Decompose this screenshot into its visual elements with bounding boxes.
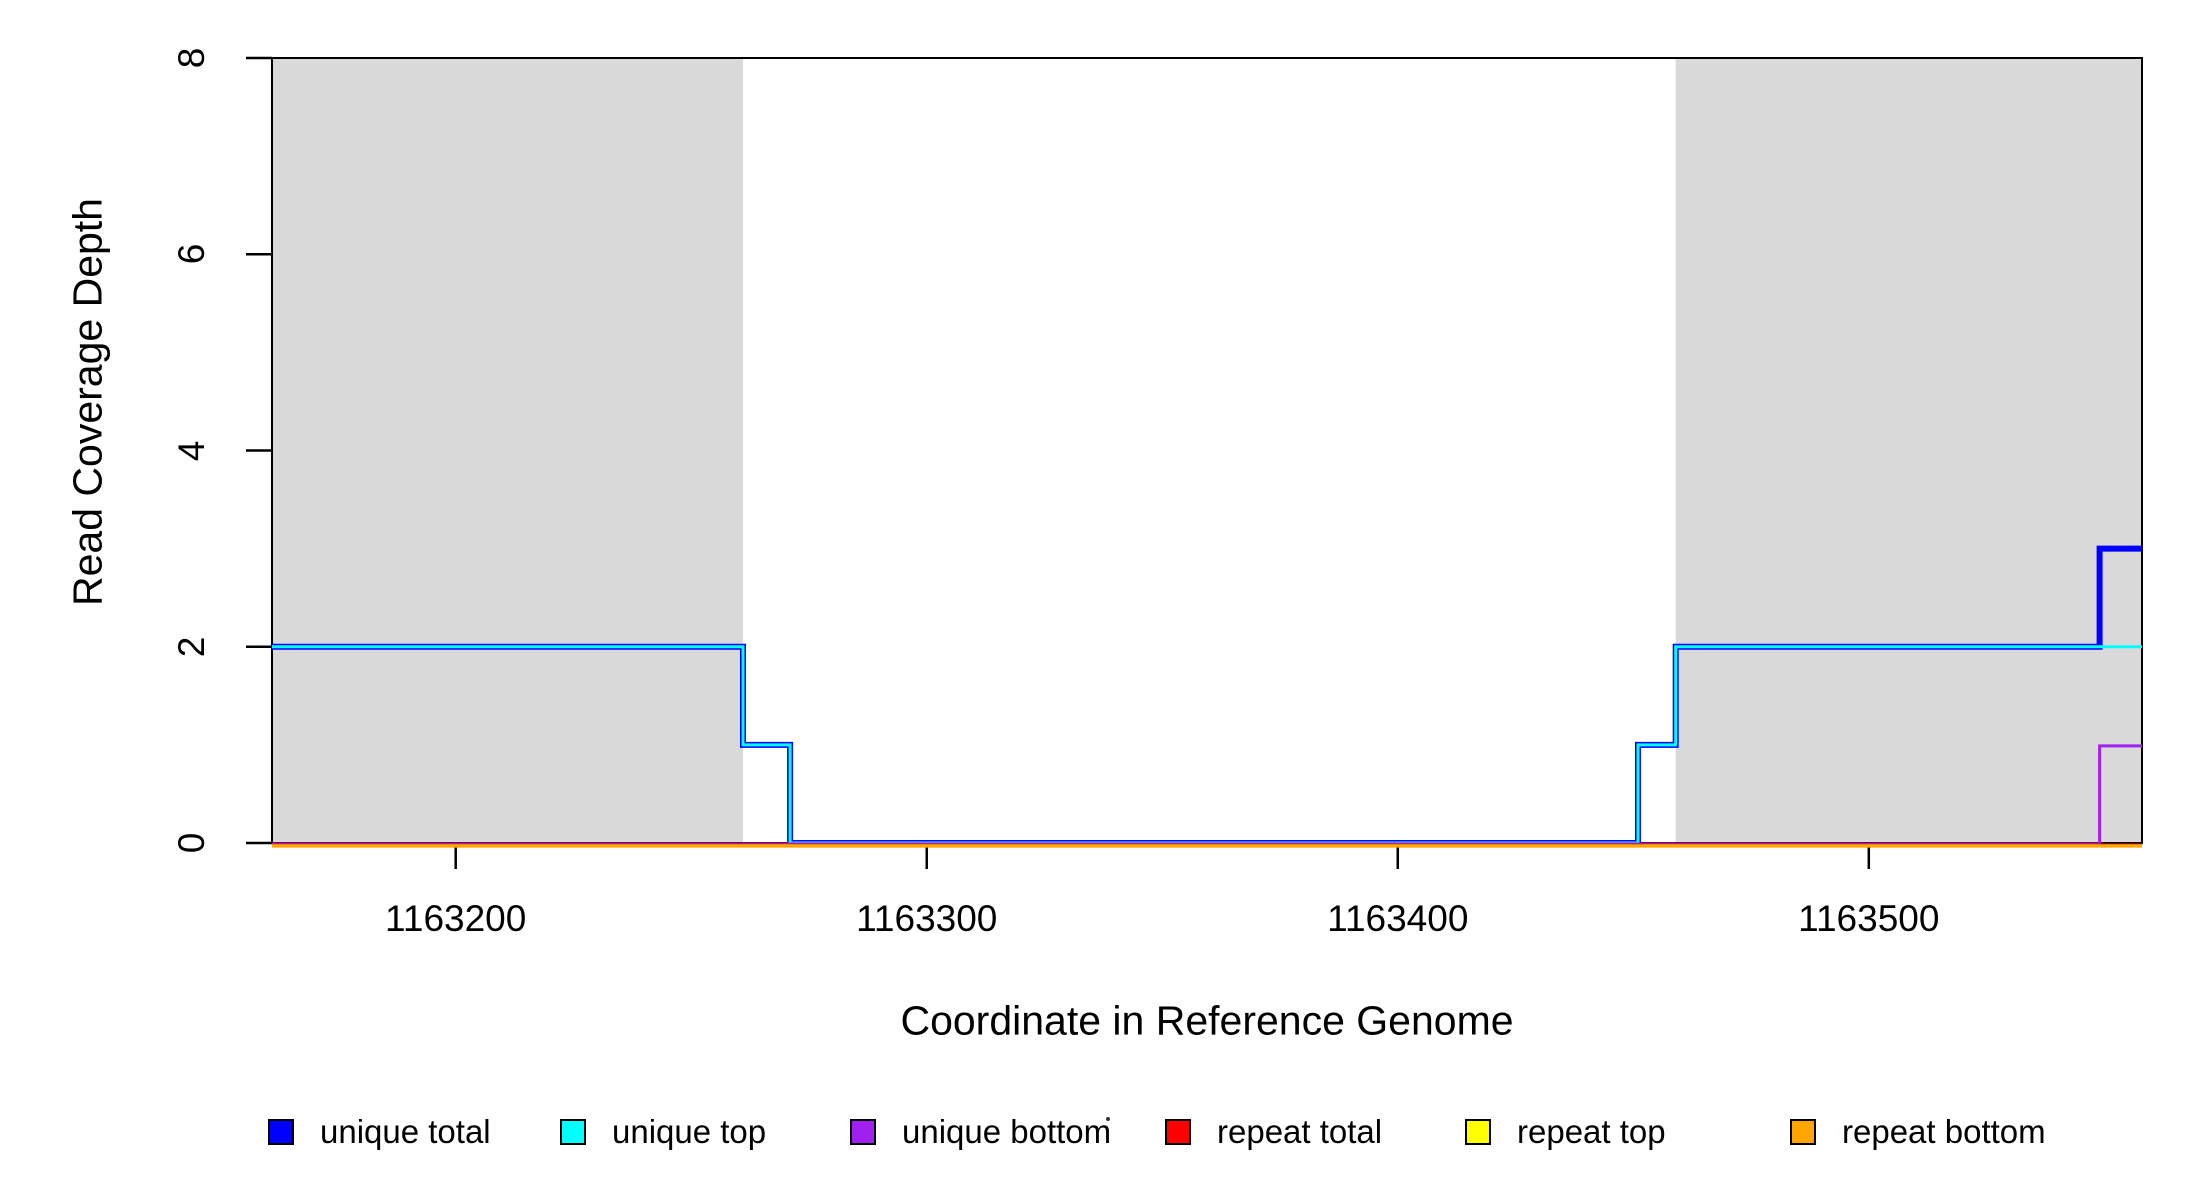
y-tick-label: 0 [171, 832, 212, 854]
legend-item-repeat-bottom: repeat bottom [1790, 1113, 2046, 1151]
shaded-region-right [1675, 58, 2142, 843]
legend-label: unique bottom [902, 1113, 1112, 1150]
y-tick-label: 4 [171, 440, 212, 461]
legend-swatch-repeat-bottom [1790, 1119, 1816, 1145]
legend-swatch-repeat-total [1165, 1119, 1191, 1145]
legend-swatch-unique-bottom [850, 1119, 876, 1145]
legend-label: repeat top [1517, 1113, 1666, 1150]
legend-item-repeat-top: repeat top [1465, 1113, 1666, 1151]
x-tick-label: 1163300 [856, 898, 998, 939]
legend-item-repeat-total: repeat total [1165, 1113, 1382, 1151]
x-axis-title: Coordinate in Reference Genome [900, 997, 1514, 1044]
legend-item-unique-bottom: unique bottom [850, 1113, 1111, 1151]
x-tick-label: 1163400 [1327, 898, 1469, 939]
x-tick-label: 1163500 [1798, 898, 1940, 939]
x-tick-label: 1163200 [385, 898, 527, 939]
shaded-region-left [272, 58, 744, 843]
y-tick-label: 8 [171, 47, 212, 69]
stray-dot [1106, 1117, 1110, 1121]
legend-item-unique-total: unique total [268, 1113, 491, 1151]
legend-label: unique total [320, 1113, 491, 1150]
y-tick-label: 6 [171, 243, 212, 265]
legend-swatch-unique-top [560, 1119, 586, 1145]
legend-swatch-unique-total [268, 1119, 294, 1145]
y-tick-label: 2 [171, 636, 212, 658]
legend-label: repeat total [1217, 1113, 1383, 1150]
legend-label: unique top [612, 1113, 767, 1150]
legend-label: repeat bottom [1842, 1113, 2046, 1150]
legend-swatch-repeat-top [1465, 1119, 1491, 1145]
legend-item-unique-top: unique top [560, 1113, 766, 1151]
y-axis-title: Read Coverage Depth [64, 198, 111, 606]
